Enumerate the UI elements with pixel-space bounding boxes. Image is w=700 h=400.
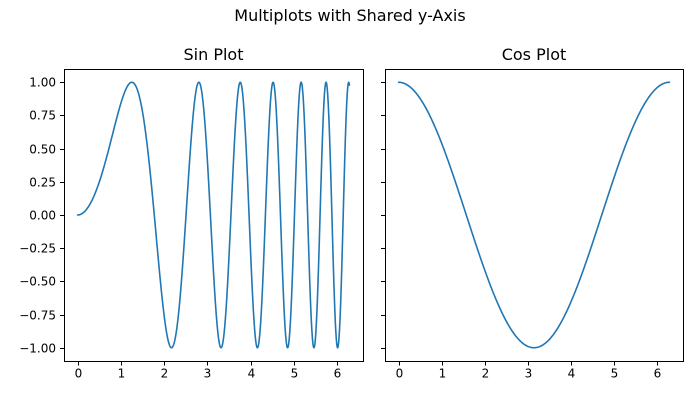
x-tick-label: 0 bbox=[75, 367, 83, 381]
x-tick-label: 1 bbox=[439, 367, 447, 381]
x-tick-label: 2 bbox=[161, 367, 169, 381]
y-tick-label: −0.25 bbox=[19, 242, 56, 256]
x-tick-label: 5 bbox=[291, 367, 299, 381]
y-tick-label: −0.75 bbox=[19, 309, 56, 323]
y-tick-label: 0.25 bbox=[29, 176, 56, 190]
cos-plot-title: Cos Plot bbox=[501, 45, 567, 64]
subplot-sin-plot: 0 1 2 3 4 5 6 1.00 0.75 0.50 0.25 0.00 −0.25 −0.50 −0.… bbox=[19, 69, 364, 381]
curve-sin-chirp bbox=[76, 81, 351, 349]
x-tick-label: 4 bbox=[248, 367, 256, 381]
y-tick-label: −1.00 bbox=[19, 342, 56, 356]
axes-spines bbox=[64, 69, 364, 362]
x-tick-label: 3 bbox=[204, 367, 212, 381]
x-tick-label: 0 bbox=[396, 367, 404, 381]
x-tick-label: 5 bbox=[611, 367, 619, 381]
x-tick-label: 6 bbox=[334, 367, 342, 381]
y-tick-label: 0.75 bbox=[29, 109, 56, 123]
subplot-cos-plot: 0 1 2 3 4 5 6 bbox=[381, 69, 684, 381]
y-tick-label: 0.00 bbox=[29, 209, 56, 223]
sin-plot-title: Sin Plot bbox=[183, 45, 244, 64]
x-tick-label: 4 bbox=[568, 367, 576, 381]
x-tick-label: 2 bbox=[482, 367, 490, 381]
y-tick-label: −0.50 bbox=[19, 275, 56, 289]
figure-title: Multiplots with Shared y-Axis bbox=[234, 6, 466, 25]
x-tick-label: 3 bbox=[525, 367, 533, 381]
x-tick-label: 6 bbox=[654, 367, 662, 381]
curve-cosine bbox=[397, 81, 671, 349]
y-tick-label: 1.00 bbox=[29, 76, 56, 90]
x-tick-label: 1 bbox=[118, 367, 126, 381]
y-tick-label: 0.50 bbox=[29, 143, 56, 157]
